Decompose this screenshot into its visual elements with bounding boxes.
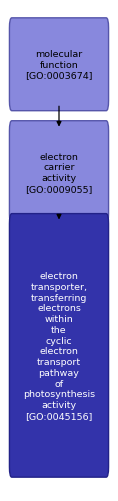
FancyBboxPatch shape xyxy=(9,19,109,111)
Text: electron
transporter,
transferring
electrons
within
the
cyclic
electron
transpor: electron transporter, transferring elect… xyxy=(23,272,95,420)
Text: molecular
function
[GO:0003674]: molecular function [GO:0003674] xyxy=(25,50,93,80)
FancyBboxPatch shape xyxy=(9,121,109,224)
FancyBboxPatch shape xyxy=(9,214,109,477)
Text: electron
carrier
activity
[GO:0009055]: electron carrier activity [GO:0009055] xyxy=(25,152,93,193)
